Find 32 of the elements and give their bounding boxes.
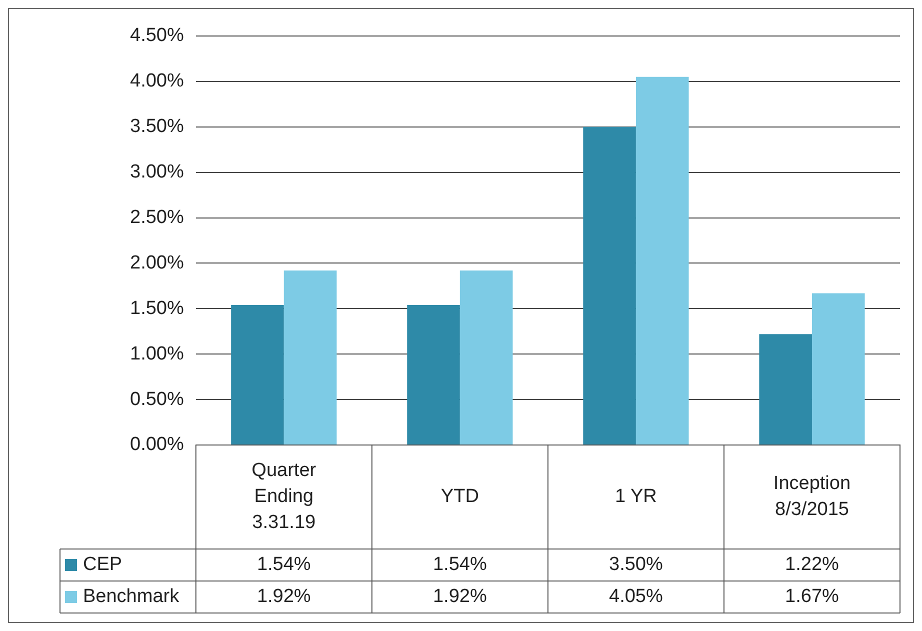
data-label: 3.50% (609, 554, 663, 576)
y-tick-label: 2.00% (130, 252, 184, 274)
data-label: 1.22% (785, 554, 840, 576)
x-tick-label: Inception 8/3/2015 (773, 473, 851, 520)
legend-label: CEP (83, 554, 122, 576)
bar (231, 305, 284, 444)
y-tick-label: 3.00% (130, 162, 184, 183)
y-tick-label: 4.00% (130, 70, 184, 92)
bar (812, 293, 865, 444)
x-tick-label: YTD (440, 486, 479, 508)
data-label: 1.67% (785, 586, 840, 608)
y-tick-label: 2.50% (130, 207, 184, 228)
data-label: 1.54% (256, 554, 311, 576)
x-tick-label: 1 YR (615, 486, 657, 508)
bar (460, 270, 513, 444)
bar (407, 305, 460, 444)
x-tick-label: Quarter Ending 3.31.19 (252, 460, 317, 534)
data-label: 1.92% (432, 586, 487, 608)
data-label: 1.54% (432, 554, 487, 576)
bar (636, 76, 689, 444)
y-tick-label: 0.50% (130, 388, 184, 410)
y-tick-label: 0.00% (130, 434, 184, 456)
bar (759, 334, 812, 444)
y-tick-label: 3.50% (130, 116, 184, 138)
y-tick-label: 1.00% (130, 343, 184, 364)
bar (583, 126, 636, 444)
y-tick-label: 1.50% (130, 298, 184, 319)
bar (284, 270, 337, 444)
data-label: 1.92% (256, 586, 311, 608)
legend-label: Benchmark (83, 586, 180, 608)
y-tick-label: 4.50% (130, 25, 184, 46)
data-label: 4.05% (609, 586, 663, 608)
